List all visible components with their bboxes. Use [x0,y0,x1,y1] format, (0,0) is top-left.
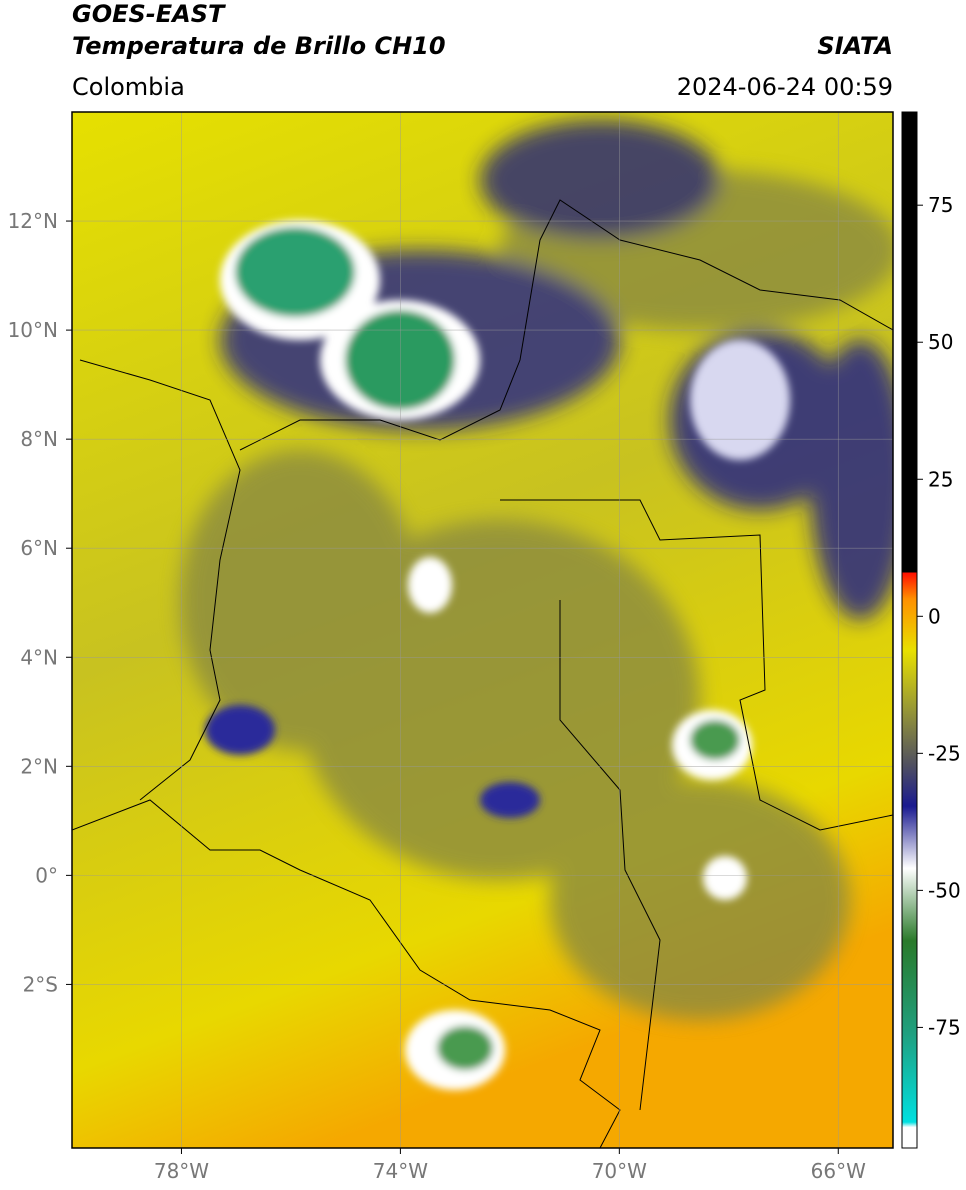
x-tick-label: 74°W [373,1159,428,1183]
map-frame [71,111,894,1149]
source: SIATA [817,32,893,60]
title-line1: GOES-EAST [72,0,226,28]
y-tick-label: 10°N [8,318,58,342]
colorbar-tick-label: 0 [928,604,941,628]
y-tick-label: 0° [35,863,58,887]
colorbar-tick-label: 75 [928,193,953,217]
satellite-image [72,112,893,1148]
x-tick-label: 78°W [154,1159,209,1183]
colorbar-tick-label: -25 [928,741,961,765]
y-tick-label: 8°N [20,427,58,451]
y-tick-label: 4°N [20,645,58,669]
y-tick-label: 6°N [20,536,58,560]
timestamp: 2024-06-24 00:59 [677,73,893,101]
y-tick-label: 2°N [20,754,58,778]
colorbar [901,111,918,1149]
x-tick-label: 70°W [592,1159,647,1183]
y-tick-label: 2°S [23,972,58,996]
region: Colombia [72,73,185,101]
axes: 78°W 74°W 70°W 66°W 12°N 10°N 8°N 6°N 4°N 2°N 0° 2°… [8,112,961,1183]
colorbar-tick-label: -75 [928,1015,961,1039]
title-line2: Temperatura de Brillo CH10 [72,32,446,60]
colorbar-tick-label: 50 [928,330,953,354]
colorbar-tick-label: 25 [928,467,953,491]
colorbar-tick-label: -50 [928,878,961,902]
y-tick-label: 12°N [8,209,58,233]
x-tick-label: 66°W [811,1159,866,1183]
